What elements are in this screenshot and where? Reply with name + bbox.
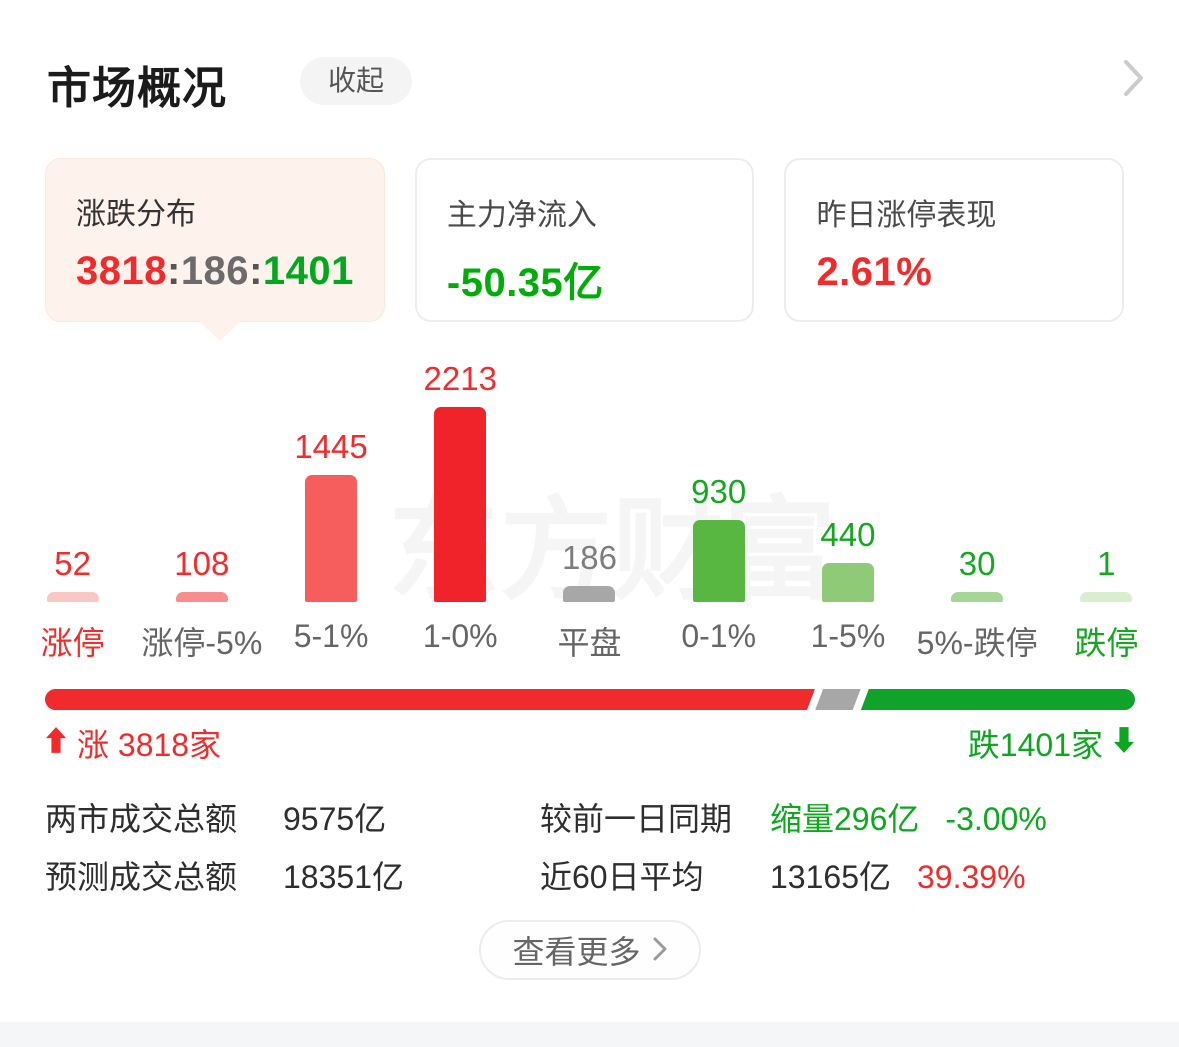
down-count-label: 跌1401家 xyxy=(967,727,1103,763)
bar-value: 186 xyxy=(561,539,618,576)
main-net-inflow-value: -50.35亿 xyxy=(446,261,604,305)
updown-ratio-value: 3818:186:1401 xyxy=(76,249,354,294)
view-more-button[interactable]: 查看更多 xyxy=(478,920,701,980)
bar xyxy=(305,475,358,602)
down-count: 1401 xyxy=(262,249,354,293)
card-title: 主力净流入 xyxy=(446,199,597,232)
arrow-up-icon xyxy=(45,725,67,762)
chart-column: 52 涨停 xyxy=(8,352,137,661)
stat-value: 缩量296亿 xyxy=(770,801,920,837)
stat-label: 近60日平均 xyxy=(540,859,704,895)
chevron-right-icon[interactable] xyxy=(1123,58,1145,103)
ratio-up-segment xyxy=(45,689,815,710)
chart-column: 930 0-1% xyxy=(654,352,783,654)
stat-row: 两市成交总额 9575亿 较前一日同期 缩量296亿 -3.00% xyxy=(45,797,1135,841)
bar xyxy=(563,586,616,602)
bar-value: 108 xyxy=(174,545,230,582)
card-yesterday-limit-up[interactable]: 昨日涨停表现 2.61% xyxy=(784,158,1124,322)
bar xyxy=(1080,592,1133,602)
stat-value: 9575亿 xyxy=(283,801,387,837)
ratio-flat-segment xyxy=(815,689,861,710)
card-title: 涨跌分布 xyxy=(76,198,196,231)
card-title: 昨日涨停表现 xyxy=(816,199,997,232)
card-main-net-inflow[interactable]: 主力净流入 -50.35亿 xyxy=(414,158,755,322)
bar xyxy=(821,563,874,602)
flat-count: 186 xyxy=(180,249,250,293)
chevron-right-icon xyxy=(653,932,667,969)
bar-value: 1445 xyxy=(294,428,368,465)
stat-label: 较前一日同期 xyxy=(540,801,733,837)
bar-category-label: 0-1% xyxy=(681,618,757,654)
bar-category-label: 跌停 xyxy=(1074,625,1139,661)
bar-category-label: 1-0% xyxy=(422,618,498,654)
down-count-label-wrap: 跌1401家 xyxy=(968,720,1135,766)
bar-category-label: 平盘 xyxy=(557,625,622,661)
yesterday-limit-up-value: 2.61% xyxy=(816,250,933,294)
up-count-label-wrap: 涨 3818家 xyxy=(45,720,221,766)
chart-column: 186 平盘 xyxy=(525,352,654,661)
stat-value: 18351亿 xyxy=(283,859,404,895)
bar xyxy=(434,407,487,602)
page-title: 市场概况 xyxy=(47,64,227,113)
stat-value: 13165亿 xyxy=(770,859,891,895)
stat-percent: -3.00% xyxy=(945,801,1047,837)
updown-counts: 涨 3818家 跌1401家 xyxy=(45,722,1135,764)
chart-column: 108 涨停-5% xyxy=(137,352,266,661)
bar-category-label: 5-1% xyxy=(293,618,369,654)
separator: : xyxy=(166,249,181,293)
bar-value: 930 xyxy=(691,473,747,510)
bar-value: 52 xyxy=(54,545,91,582)
ratio-down-segment xyxy=(860,689,1135,710)
bar-value: 2213 xyxy=(423,360,497,397)
card-updown-distribution[interactable]: 涨跌分布 3818:186:1401 xyxy=(45,158,385,341)
bar-value: 440 xyxy=(820,516,876,553)
up-count-label: 涨 3818家 xyxy=(77,727,222,763)
chart-column: 1 跌停 xyxy=(1042,352,1171,661)
arrow-down-icon xyxy=(1113,725,1135,762)
bar-value: 1 xyxy=(1097,545,1116,582)
stat-percent: 39.39% xyxy=(917,859,1026,895)
summary-cards: 涨跌分布 3818:186:1401 主力净流入 -50.35亿 昨日涨停表现 … xyxy=(45,158,1124,341)
updown-ratio-bar xyxy=(45,689,1135,710)
updown-chart: 东方财富 52 涨停 108 涨停-5% 1445 5-1% 2213 1-0% 186 平盘 93… xyxy=(0,352,1179,661)
chart-column: 440 1-5% xyxy=(783,352,912,654)
chart-column: 30 5%-跌停 xyxy=(913,352,1042,661)
bar-category-label: 5%-跌停 xyxy=(916,625,1038,661)
collapse-button[interactable]: 收起 xyxy=(300,57,413,105)
bar-category-label: 涨停-5% xyxy=(141,625,263,661)
next-section-background xyxy=(0,1022,1179,1047)
view-more-label: 查看更多 xyxy=(512,934,641,970)
bar xyxy=(951,592,1004,602)
stat-label: 两市成交总额 xyxy=(45,801,238,837)
bar-category-label: 1-5% xyxy=(810,618,886,654)
bar-category-label: 涨停 xyxy=(40,625,105,661)
up-count: 3818 xyxy=(76,249,167,293)
bar xyxy=(46,592,99,602)
stat-row: 预测成交总额 18351亿 近60日平均 13165亿 39.39% xyxy=(45,855,1135,899)
separator: : xyxy=(249,249,263,293)
stat-label: 预测成交总额 xyxy=(45,859,238,895)
bar xyxy=(692,520,745,602)
bar xyxy=(175,592,228,602)
turnover-stats: 两市成交总额 9575亿 较前一日同期 缩量296亿 -3.00% 预测成交总额… xyxy=(45,797,1135,913)
chart-column: 1445 5-1% xyxy=(266,352,395,654)
chart-column: 2213 1-0% xyxy=(396,352,525,654)
bar-value: 30 xyxy=(958,545,996,582)
